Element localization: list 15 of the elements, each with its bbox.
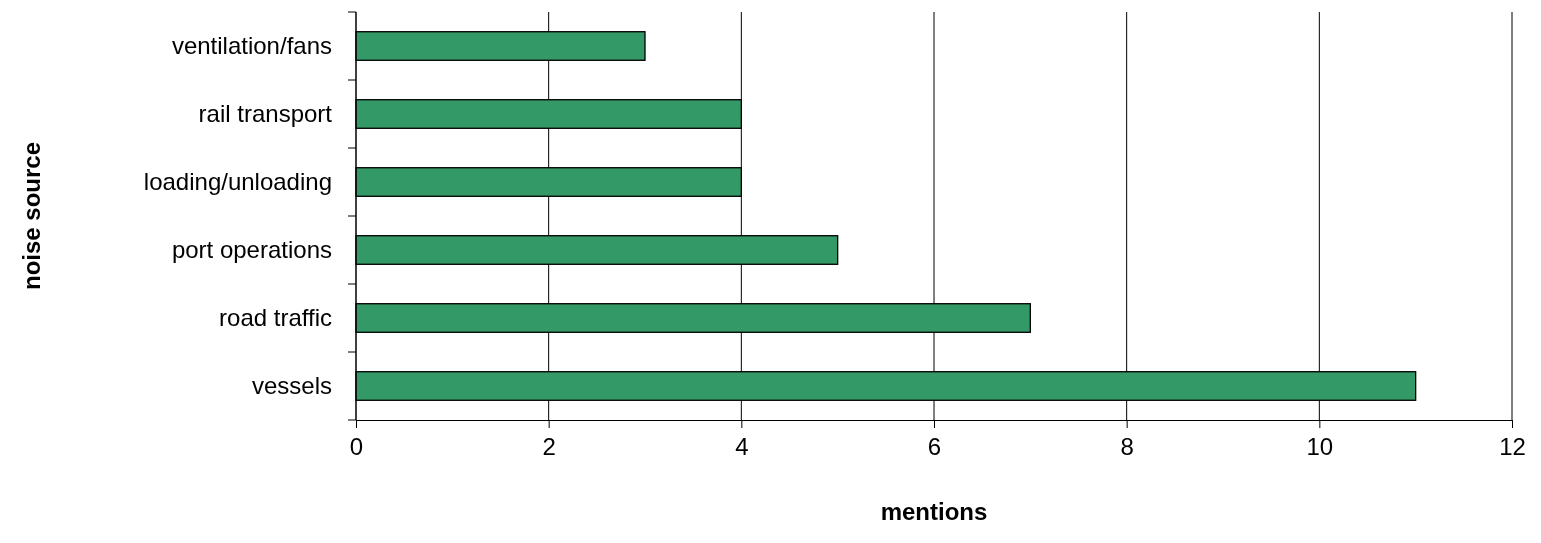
y-tick-label: port operations [171,236,332,264]
y-tick-label: road traffic [219,304,332,332]
x-axis-title: mentions [880,498,988,525]
x-tick-label: 2 [542,433,556,461]
x-tick-label: 6 [927,433,942,461]
y-tick-label: rail transport [198,100,333,128]
y-tick-label: ventilation/fans [171,32,332,60]
y-tick-label: loading/unloading [143,168,332,196]
x-tick-label: 0 [349,433,364,461]
x-tick-label: 12 [1499,433,1526,461]
x-tick-label: 10 [1306,433,1334,461]
x-tick-label: 4 [735,433,749,461]
y-axis-title: noise source [18,141,45,291]
y-tick-label: vessels [251,372,332,400]
x-tick-label: 8 [1120,433,1134,461]
